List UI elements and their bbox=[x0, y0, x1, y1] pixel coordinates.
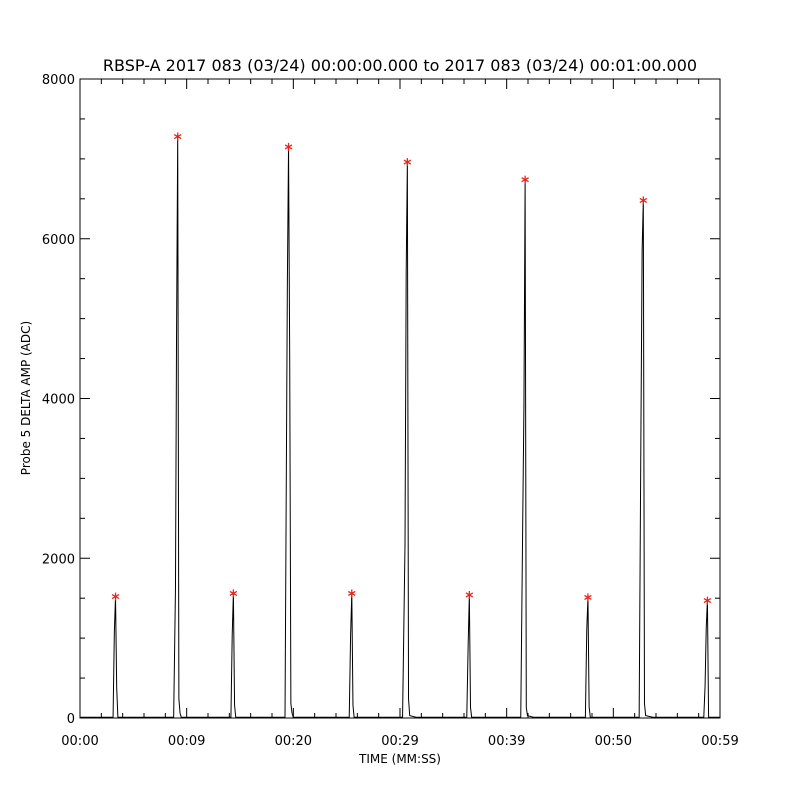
peak-marker bbox=[703, 596, 712, 605]
peak-marker bbox=[111, 592, 120, 601]
x-tick-label: 00:00 bbox=[61, 734, 98, 749]
x-tick-label: 00:29 bbox=[381, 734, 418, 749]
y-tick-label: 8000 bbox=[42, 73, 75, 88]
x-tick-label: 00:39 bbox=[488, 734, 525, 749]
y-tick-label: 2000 bbox=[42, 552, 75, 567]
data-series bbox=[80, 136, 720, 718]
peak-marker bbox=[465, 590, 474, 599]
x-axis-label: TIME (MM:SS) bbox=[358, 752, 441, 766]
x-tick-label: 00:20 bbox=[275, 734, 312, 749]
y-tick-labels: 0 2000 4000 6000 8000 bbox=[42, 73, 75, 727]
peak-marker bbox=[284, 142, 293, 151]
series-line bbox=[80, 136, 720, 718]
y-tick-label: 6000 bbox=[42, 233, 75, 248]
peak-marker bbox=[521, 175, 529, 184]
y-tick-label: 4000 bbox=[42, 393, 75, 408]
peak-marker bbox=[403, 158, 412, 167]
chart-title: RBSP-A 2017 083 (03/24) 00:00:00.000 to … bbox=[103, 56, 697, 75]
axis-ticks bbox=[79, 78, 721, 719]
peak-markers bbox=[111, 132, 712, 605]
x-tick-label: 00:50 bbox=[595, 734, 632, 749]
y-axis-label: Probe 5 DELTA AMP (ADC) bbox=[19, 321, 33, 475]
y-tick-label: 0 bbox=[67, 712, 75, 727]
peak-marker bbox=[639, 196, 648, 205]
peak-marker bbox=[584, 593, 592, 602]
x-tick-label: 00:59 bbox=[701, 734, 738, 749]
peak-marker bbox=[347, 589, 356, 598]
peak-marker bbox=[229, 589, 238, 598]
peak-marker bbox=[173, 132, 182, 141]
x-tick-labels: 00:00 00:09 00:20 00:29 00:39 00:50 00:59 bbox=[61, 734, 738, 749]
x-tick-label: 00:09 bbox=[168, 734, 205, 749]
